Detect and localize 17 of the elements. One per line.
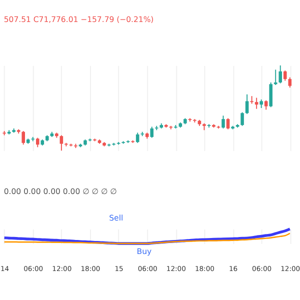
candlestick [288, 76, 292, 88]
candlestick [60, 134, 64, 152]
candlestick [278, 64, 282, 84]
candlestick [22, 130, 25, 146]
candlestick [264, 100, 268, 110]
candlestick [269, 82, 272, 108]
candlestick [240, 112, 244, 126]
candlestick [36, 137, 40, 148]
candlestick [283, 70, 287, 82]
candlestick [245, 94, 249, 114]
text: Buy [136, 247, 152, 256]
candlestick [226, 118, 230, 130]
text: Sell [109, 213, 124, 222]
candlestick [150, 126, 154, 138]
text: 0.00 0.00 0.00 0.00 ∅ ∅ ∅ ∅ [4, 187, 118, 196]
text: 507.51 C71,776.01 −157.79 (−0.21%) [4, 14, 154, 24]
candlestick [222, 115, 225, 129]
